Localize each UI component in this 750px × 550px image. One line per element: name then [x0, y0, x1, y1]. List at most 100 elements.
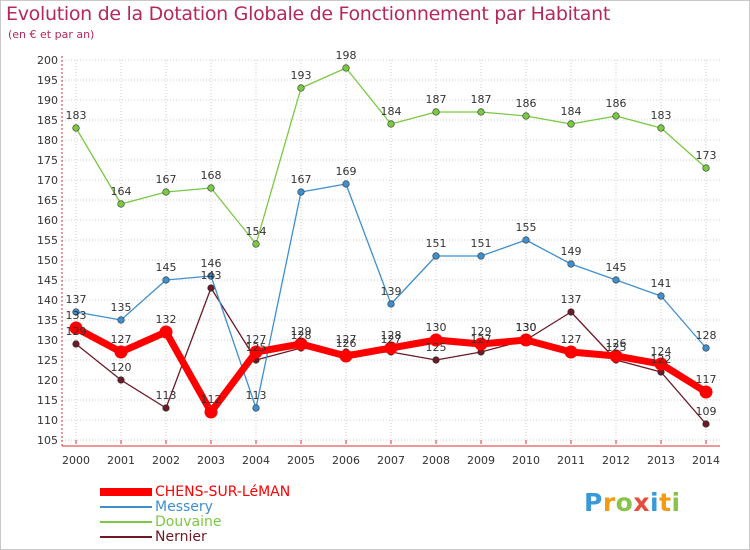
- logo-letter: i: [650, 488, 660, 517]
- data-point-messery: [432, 252, 440, 260]
- data-label-douvaine: 184: [561, 105, 582, 118]
- x-tick-label: 2008: [422, 454, 450, 467]
- data-label-messery: 128: [696, 329, 717, 342]
- x-tick-label: 2014: [692, 454, 720, 467]
- logo-letter: x: [633, 488, 650, 517]
- data-point-messery: [162, 276, 170, 284]
- data-point-nernier: [432, 356, 440, 364]
- data-label-douvaine: 186: [516, 97, 537, 110]
- data-point-chens-sur-l-man: [429, 333, 443, 347]
- data-label-messery: 155: [516, 221, 537, 234]
- data-point-nernier: [207, 284, 215, 292]
- data-label-nernier: 109: [696, 405, 717, 418]
- data-point-douvaine: [117, 200, 125, 208]
- data-point-douvaine: [432, 108, 440, 116]
- x-tick-label: 2011: [557, 454, 585, 467]
- data-label-nernier: 122: [651, 353, 672, 366]
- legend-swatch-nernier: [100, 536, 152, 538]
- data-label-messery: 151: [471, 237, 492, 250]
- y-tick-label: 140: [37, 294, 58, 307]
- data-point-messery: [252, 404, 260, 412]
- data-point-chens-sur-l-man: [519, 333, 533, 347]
- data-label-chens-sur-l-man: 127: [561, 333, 582, 346]
- data-point-douvaine: [702, 164, 710, 172]
- y-tick-label: 195: [37, 74, 58, 87]
- data-point-messery: [702, 344, 710, 352]
- x-tick-label: 2009: [467, 454, 495, 467]
- x-tick-label: 2001: [107, 454, 135, 467]
- data-label-messery: 141: [651, 277, 672, 290]
- data-label-messery: 113: [246, 389, 267, 402]
- data-point-douvaine: [477, 108, 485, 116]
- data-label-messery: 169: [336, 165, 357, 178]
- data-point-messery: [387, 300, 395, 308]
- data-point-nernier: [567, 308, 575, 316]
- data-point-chens-sur-l-man: [654, 357, 668, 371]
- y-tick-label: 145: [37, 274, 58, 287]
- data-point-messery: [567, 260, 575, 268]
- data-point-douvaine: [522, 112, 530, 120]
- data-point-chens-sur-l-man: [339, 349, 353, 363]
- data-label-douvaine: 193: [291, 69, 312, 82]
- y-tick-label: 170: [37, 174, 58, 187]
- data-point-nernier: [702, 420, 710, 428]
- data-label-nernier: 128: [291, 329, 312, 342]
- data-label-nernier: 129: [66, 325, 87, 338]
- data-label-douvaine: 168: [201, 169, 222, 182]
- data-label-douvaine: 183: [651, 109, 672, 122]
- data-point-chens-sur-l-man: [159, 325, 173, 339]
- y-tick-label: 200: [37, 54, 58, 67]
- data-label-douvaine: 186: [606, 97, 627, 110]
- data-point-douvaine: [387, 120, 395, 128]
- data-label-messery: 146: [201, 257, 222, 270]
- data-label-messery: 145: [156, 261, 177, 274]
- data-label-chens-sur-l-man: 127: [246, 333, 267, 346]
- data-point-douvaine: [612, 112, 620, 120]
- data-label-messery: 149: [561, 245, 582, 258]
- y-tick-label: 115: [37, 394, 58, 407]
- x-tick-label: 2004: [242, 454, 270, 467]
- x-tick-label: 2012: [602, 454, 630, 467]
- data-label-nernier: 127: [381, 333, 402, 346]
- data-point-nernier: [162, 404, 170, 412]
- data-label-nernier: 143: [201, 269, 222, 282]
- data-label-douvaine: 187: [426, 93, 447, 106]
- data-point-messery: [612, 276, 620, 284]
- data-label-chens-sur-l-man: 133: [66, 309, 87, 322]
- data-label-douvaine: 187: [471, 93, 492, 106]
- data-point-chens-sur-l-man: [69, 321, 83, 335]
- data-label-nernier: 120: [111, 361, 132, 374]
- data-point-douvaine: [72, 124, 80, 132]
- data-label-douvaine: 184: [381, 105, 402, 118]
- data-label-douvaine: 167: [156, 173, 177, 186]
- data-label-chens-sur-l-man: 126: [606, 337, 627, 350]
- data-label-douvaine: 154: [246, 225, 267, 238]
- data-label-chens-sur-l-man: 128: [381, 329, 402, 342]
- data-label-nernier: 113: [156, 389, 177, 402]
- data-label-chens-sur-l-man: 129: [471, 325, 492, 338]
- legend-label-douvaine: Douvaine: [155, 514, 222, 530]
- data-label-douvaine: 183: [66, 109, 87, 122]
- data-label-nernier: 130: [516, 321, 537, 334]
- data-point-messery: [72, 308, 80, 316]
- data-point-chens-sur-l-man: [249, 345, 263, 359]
- y-tick-label: 130: [37, 334, 58, 347]
- legend-swatch-douvaine: [100, 521, 152, 523]
- data-point-nernier: [117, 376, 125, 384]
- data-label-nernier: 125: [426, 341, 447, 354]
- data-label-chens-sur-l-man: 126: [336, 337, 357, 350]
- x-tick-label: 2010: [512, 454, 540, 467]
- data-point-chens-sur-l-man: [474, 337, 488, 351]
- data-point-douvaine: [342, 64, 350, 72]
- y-tick-label: 180: [37, 134, 58, 147]
- data-label-messery: 137: [66, 293, 87, 306]
- logo-letter: t: [659, 488, 672, 517]
- x-tick-label: 2007: [377, 454, 405, 467]
- data-label-nernier: 127: [471, 333, 492, 346]
- data-point-messery: [207, 272, 215, 280]
- data-label-chens-sur-l-man: 112: [201, 393, 222, 406]
- logo-letter: P: [584, 488, 603, 517]
- data-point-chens-sur-l-man: [294, 337, 308, 351]
- data-label-chens-sur-l-man: 117: [696, 373, 717, 386]
